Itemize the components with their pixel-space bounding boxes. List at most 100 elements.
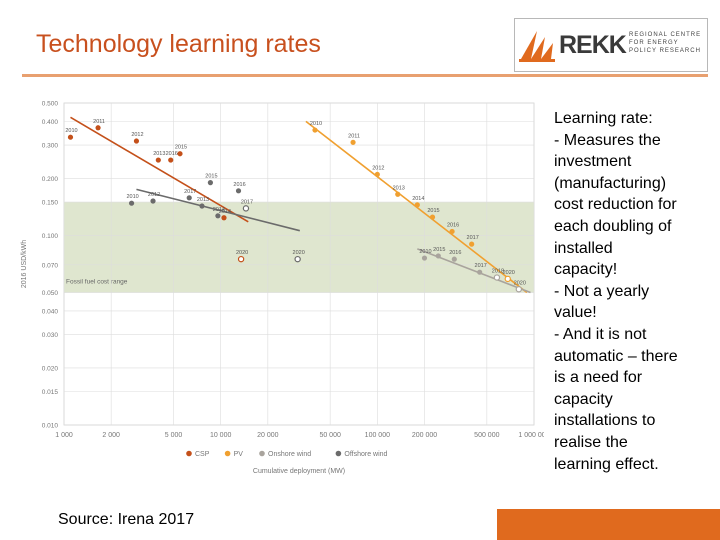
fossil-fuel-band-label: Fossil fuel cost range [66, 279, 128, 286]
data-point [312, 127, 318, 133]
legend-marker [259, 450, 265, 457]
data-point [374, 171, 380, 178]
data-label: 2015 [433, 247, 445, 253]
data-label: 2014 [213, 207, 225, 213]
note-line: learning effect. [554, 455, 659, 473]
note-line: cost reduction for [554, 196, 677, 214]
data-label: 2017 [475, 263, 487, 269]
data-point [186, 195, 192, 201]
data-label: 2017 [467, 235, 479, 241]
y-tick-label: 0.150 [42, 200, 59, 207]
data-point [207, 180, 214, 186]
logo-subtitle-line: POLICY RESEARCH [629, 48, 701, 54]
data-label: 2016 [166, 151, 178, 157]
data-label: 2015 [205, 174, 217, 180]
y-tick-label: 0.030 [42, 332, 59, 339]
x-axis-title: Cumulative deployment (MW) [253, 468, 345, 475]
note-line: - Not a yearly [554, 282, 650, 300]
data-point [155, 157, 161, 163]
data-point [67, 134, 74, 140]
rekk-flame-logo-icon [519, 31, 555, 62]
note-line: (manufacturing) [554, 174, 667, 192]
data-point [477, 269, 483, 275]
note-line: capacity! [554, 261, 618, 279]
data-label: 2018 [492, 269, 504, 275]
data-label: 2010 [65, 128, 77, 134]
source-note: Source: Irena 2017 [58, 511, 195, 528]
rekk-logo: REKK REGIONAL CENTRE FOR ENERGY POLICY R… [514, 18, 708, 72]
data-point [199, 203, 205, 209]
data-point [469, 241, 475, 247]
legend-label: Offshore wind [344, 451, 387, 458]
data-label: 2014 [219, 209, 231, 215]
note-line: - And it is not [554, 325, 647, 343]
title-divider [22, 74, 708, 77]
data-label: 2020 [236, 250, 248, 256]
trend-line [136, 188, 301, 232]
note-line: each doubling of [554, 217, 672, 235]
slide-title: Technology learning rates [36, 30, 321, 58]
x-tick-label: 1 000 000 [518, 432, 544, 439]
data-point [449, 228, 455, 235]
y-tick-label: 0.070 [42, 262, 59, 269]
logo-subtitle-line: FOR ENERGY [629, 40, 679, 46]
data-point [429, 214, 436, 220]
data-point [150, 198, 156, 204]
x-tick-label: 50 000 [319, 432, 341, 439]
note-line: automatic – there [554, 347, 678, 365]
y-tick-label: 0.100 [42, 233, 59, 240]
x-tick-label: 500 000 [474, 432, 499, 439]
data-label: 2015 [427, 208, 439, 214]
note-line: realise the [554, 433, 628, 451]
note-line: installations to [554, 412, 656, 430]
note-line: installed [554, 239, 613, 257]
data-label: 2013 [197, 197, 209, 203]
x-tick-label: 5 000 [165, 432, 183, 439]
note-line: - Measures the [554, 131, 661, 149]
note-line: is a need for [554, 369, 643, 387]
data-label: 2016 [447, 222, 459, 228]
y-axis-title: 2016 USD/kWh [21, 240, 28, 288]
y-tick-label: 0.500 [42, 101, 59, 108]
legend-label: CSP [195, 451, 210, 458]
x-tick-label: 20 000 [257, 432, 279, 439]
data-point [395, 191, 401, 197]
logo-subtitle-line: REGIONAL CENTRE [629, 32, 702, 38]
data-point [294, 255, 301, 263]
data-point [128, 200, 135, 206]
data-label: 2020 [503, 270, 515, 276]
note-line: investment [554, 153, 632, 171]
data-point [221, 215, 227, 221]
learning-rate-chart: Fossil fuel cost range 0.500 0.400 0.300 0.2… [12, 95, 544, 481]
data-label: 2010 [310, 121, 322, 127]
note-line: Learning rate: [554, 110, 653, 127]
data-point [215, 213, 221, 219]
note-line: value! [554, 304, 597, 322]
logo-wordmark: REKK [559, 31, 627, 59]
y-tick-label: 0.040 [42, 308, 59, 315]
logo-subtitle: REGIONAL CENTRE FOR ENERGY POLICY RESEAR… [629, 31, 701, 55]
data-label: 2010 [126, 194, 138, 200]
data-point [435, 253, 441, 259]
data-label: 2020 [514, 280, 526, 286]
legend-marker [186, 450, 192, 457]
data-point [451, 256, 457, 262]
data-label: 2010 [419, 249, 431, 255]
data-point [414, 202, 420, 208]
legend-label: Onshore wind [268, 451, 311, 458]
trend-line [70, 116, 249, 223]
data-label: 2017 [184, 189, 196, 195]
data-label: 2013 [393, 185, 405, 191]
data-label: 2012 [131, 132, 143, 138]
fossil-fuel-band [64, 202, 534, 293]
chart-svg: Fossil fuel cost range 0.500 0.400 0.300 0.2… [21, 101, 544, 476]
data-label: 2014 [412, 196, 424, 202]
data-label: 2017 [241, 199, 253, 205]
data-label: 2013 [153, 151, 165, 157]
data-label: 2016 [449, 250, 461, 256]
y-tick-label: 0.400 [42, 119, 59, 126]
data-point [493, 274, 501, 281]
data-point [235, 188, 242, 194]
data-point [350, 139, 356, 145]
y-tick-label: 0.200 [42, 176, 59, 183]
